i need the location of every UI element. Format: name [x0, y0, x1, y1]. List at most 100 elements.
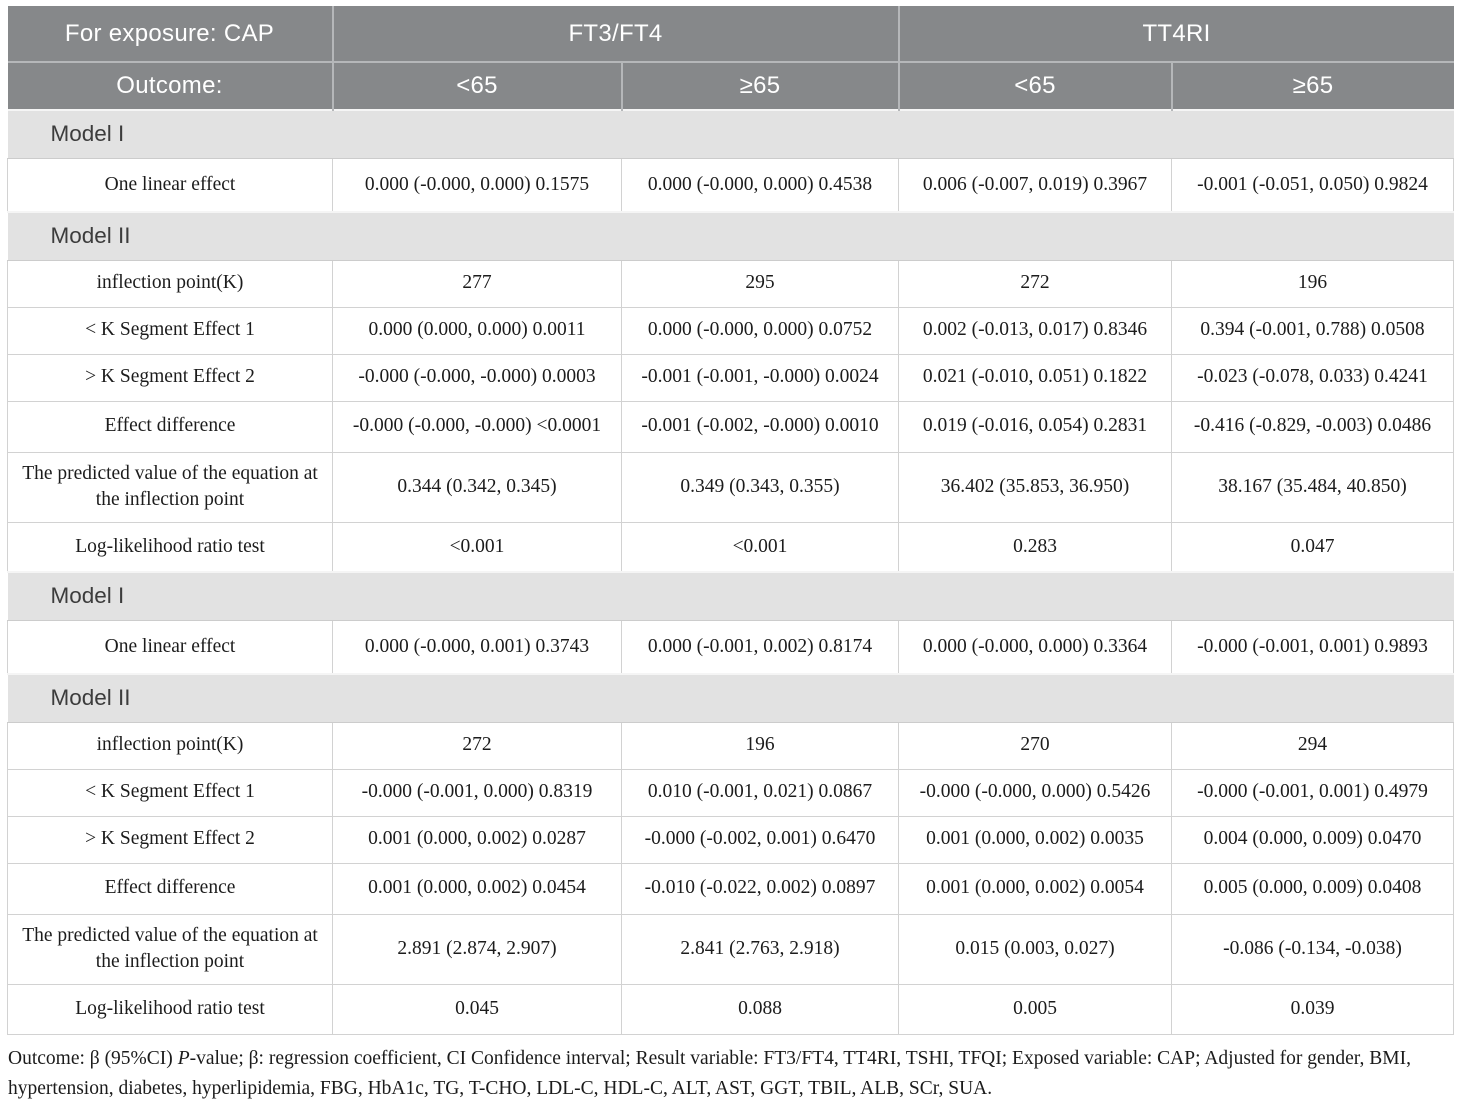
group-header-ft3ft4: FT3/FT4 — [331, 6, 899, 62]
table-footnote: Outcome: β (95%CI) P-value; β: regressio… — [8, 1044, 1450, 1104]
data-cell: -0.001 (-0.002, -0.000) 0.0010 — [620, 400, 900, 453]
data-cell: 0.000 (0.000, 0.000) 0.0011 — [332, 306, 622, 355]
data-cell: 0.000 (-0.000, 0.001) 0.3743 — [332, 619, 622, 675]
data-cell: 38.167 (35.484, 40.850) — [1171, 451, 1455, 523]
table-row: One linear effect 0.000 (-0.000, 0.001) … — [7, 619, 1455, 675]
data-cell: 0.010 (-0.001, 0.021) 0.0867 — [620, 768, 900, 817]
row-label: > K Segment Effect 2 — [7, 815, 333, 864]
table-row: inflection point(K) 277 295 272 196 — [7, 259, 1455, 308]
footnote-p-italic: P — [177, 1047, 190, 1069]
data-cell: 0.045 — [332, 983, 622, 1035]
data-cell: <0.001 — [332, 521, 622, 573]
data-cell: 0.019 (-0.016, 0.054) 0.2831 — [898, 400, 1173, 453]
data-cell: -0.023 (-0.078, 0.033) 0.4241 — [1171, 353, 1455, 402]
footnote-text-pre: Outcome: β (95%CI) — [8, 1047, 178, 1069]
section-title: Model I — [7, 109, 1454, 159]
paper-table-figure: For exposure: CAP FT3/FT4 TT4RI Outcome:… — [0, 6, 1460, 1104]
row-label: Log-likelihood ratio test — [7, 521, 333, 573]
data-cell: -0.001 (-0.051, 0.050) 0.9824 — [1171, 157, 1455, 213]
row-label: One linear effect — [7, 157, 333, 213]
data-cell: 2.891 (2.874, 2.907) — [332, 913, 622, 985]
data-cell: 0.006 (-0.007, 0.019) 0.3967 — [898, 157, 1173, 213]
data-cell: 0.021 (-0.010, 0.051) 0.1822 — [898, 353, 1173, 402]
section-title: Model I — [7, 571, 1454, 621]
data-cell: 0.039 — [1171, 983, 1455, 1035]
table-row: One linear effect 0.000 (-0.000, 0.000) … — [7, 157, 1455, 213]
subheader-age-under65-ft3ft4: <65 — [331, 61, 622, 110]
data-cell: 0.344 (0.342, 0.345) — [332, 451, 622, 523]
data-cell: -0.010 (-0.022, 0.002) 0.0897 — [620, 862, 900, 915]
section-row-model2: Model II — [7, 211, 1454, 261]
row-label: The predicted value of the equation at t… — [7, 451, 333, 523]
section-row-model1: Model I — [7, 109, 1454, 159]
data-cell: -0.000 (-0.001, 0.001) 0.9893 — [1171, 619, 1455, 675]
data-cell: 0.004 (0.000, 0.009) 0.0470 — [1171, 815, 1455, 864]
data-cell: 0.002 (-0.013, 0.017) 0.8346 — [898, 306, 1173, 355]
table-row: < K Segment Effect 1 0.000 (0.000, 0.000… — [7, 306, 1455, 355]
table-row: > K Segment Effect 2 0.001 (0.000, 0.002… — [7, 815, 1455, 864]
section-row-model1: Model I — [7, 571, 1454, 621]
subheader-age-under65-tt4ri: <65 — [897, 61, 1172, 110]
section-row-model2: Model II — [7, 673, 1454, 723]
data-cell: 0.015 (0.003, 0.027) — [898, 913, 1173, 985]
row-label: inflection point(K) — [7, 259, 333, 308]
data-cell: -0.416 (-0.829, -0.003) 0.0486 — [1171, 400, 1455, 453]
data-cell: 0.001 (0.000, 0.002) 0.0054 — [898, 862, 1173, 915]
section-title: Model II — [7, 211, 1454, 261]
data-cell: 272 — [332, 721, 622, 770]
exposure-header: For exposure: CAP — [7, 6, 333, 62]
table-row: Effect difference -0.000 (-0.000, -0.000… — [7, 400, 1455, 453]
table-row: The predicted value of the equation at t… — [7, 913, 1455, 985]
data-cell: -0.000 (-0.000, 0.000) 0.5426 — [898, 768, 1173, 817]
row-label: Log-likelihood ratio test — [7, 983, 333, 1035]
data-cell: 0.283 — [898, 521, 1173, 573]
data-cell: 272 — [898, 259, 1173, 308]
row-label: inflection point(K) — [7, 721, 333, 770]
data-cell: 0.005 — [898, 983, 1173, 1035]
data-cell: 294 — [1171, 721, 1455, 770]
group-header-tt4ri: TT4RI — [897, 6, 1454, 62]
data-cell: 270 — [898, 721, 1173, 770]
row-label: One linear effect — [7, 619, 333, 675]
data-cell: 0.001 (0.000, 0.002) 0.0035 — [898, 815, 1173, 864]
footnote-text-post: -value; β: regression coefficient, CI Co… — [8, 1047, 1411, 1100]
data-cell: 0.000 (-0.000, 0.000) 0.4538 — [620, 157, 900, 213]
data-cell: 0.001 (0.000, 0.002) 0.0454 — [332, 862, 622, 915]
row-label: > K Segment Effect 2 — [7, 353, 333, 402]
data-cell: -0.086 (-0.134, -0.038) — [1171, 913, 1455, 985]
data-cell: -0.001 (-0.001, -0.000) 0.0024 — [620, 353, 900, 402]
table-row: Log-likelihood ratio test 0.045 0.088 0.… — [7, 983, 1455, 1035]
data-cell: <0.001 — [620, 521, 900, 573]
data-cell: 0.001 (0.000, 0.002) 0.0287 — [332, 815, 622, 864]
row-label: Effect difference — [7, 400, 333, 453]
table-row: < K Segment Effect 1 -0.000 (-0.001, 0.0… — [7, 768, 1455, 817]
data-cell: 2.841 (2.763, 2.918) — [620, 913, 900, 985]
data-cell: -0.000 (-0.001, 0.000) 0.8319 — [332, 768, 622, 817]
data-cell: 0.000 (-0.000, 0.000) 0.1575 — [332, 157, 622, 213]
data-cell: 295 — [620, 259, 900, 308]
data-cell: 0.005 (0.000, 0.009) 0.0408 — [1171, 862, 1455, 915]
header-row-groups: For exposure: CAP FT3/FT4 TT4RI — [7, 6, 1454, 62]
data-cell: 196 — [620, 721, 900, 770]
data-cell: 0.394 (-0.001, 0.788) 0.0508 — [1171, 306, 1455, 355]
data-cell: 0.000 (-0.001, 0.002) 0.8174 — [620, 619, 900, 675]
table-row: Effect difference 0.001 (0.000, 0.002) 0… — [7, 862, 1455, 915]
data-cell: 36.402 (35.853, 36.950) — [898, 451, 1173, 523]
data-cell: 0.349 (0.343, 0.355) — [620, 451, 900, 523]
regression-results-table: For exposure: CAP FT3/FT4 TT4RI Outcome:… — [7, 6, 1455, 1035]
data-cell: -0.000 (-0.000, -0.000) <0.0001 — [332, 400, 622, 453]
outcome-header: Outcome: — [7, 61, 333, 110]
subheader-age-over65-ft3ft4: ≥65 — [620, 61, 899, 110]
table-row: The predicted value of the equation at t… — [7, 451, 1455, 523]
data-cell: -0.000 (-0.000, -0.000) 0.0003 — [332, 353, 622, 402]
data-cell: 0.088 — [620, 983, 900, 1035]
data-cell: 196 — [1171, 259, 1455, 308]
data-cell: -0.000 (-0.001, 0.001) 0.4979 — [1171, 768, 1455, 817]
data-cell: 0.000 (-0.000, 0.000) 0.0752 — [620, 306, 900, 355]
table-row: inflection point(K) 272 196 270 294 — [7, 721, 1455, 770]
row-label: The predicted value of the equation at t… — [7, 913, 333, 985]
data-cell: 277 — [332, 259, 622, 308]
row-label: < K Segment Effect 1 — [7, 768, 333, 817]
header-row-outcome: Outcome: <65 ≥65 <65 ≥65 — [7, 61, 1454, 110]
row-label: Effect difference — [7, 862, 333, 915]
